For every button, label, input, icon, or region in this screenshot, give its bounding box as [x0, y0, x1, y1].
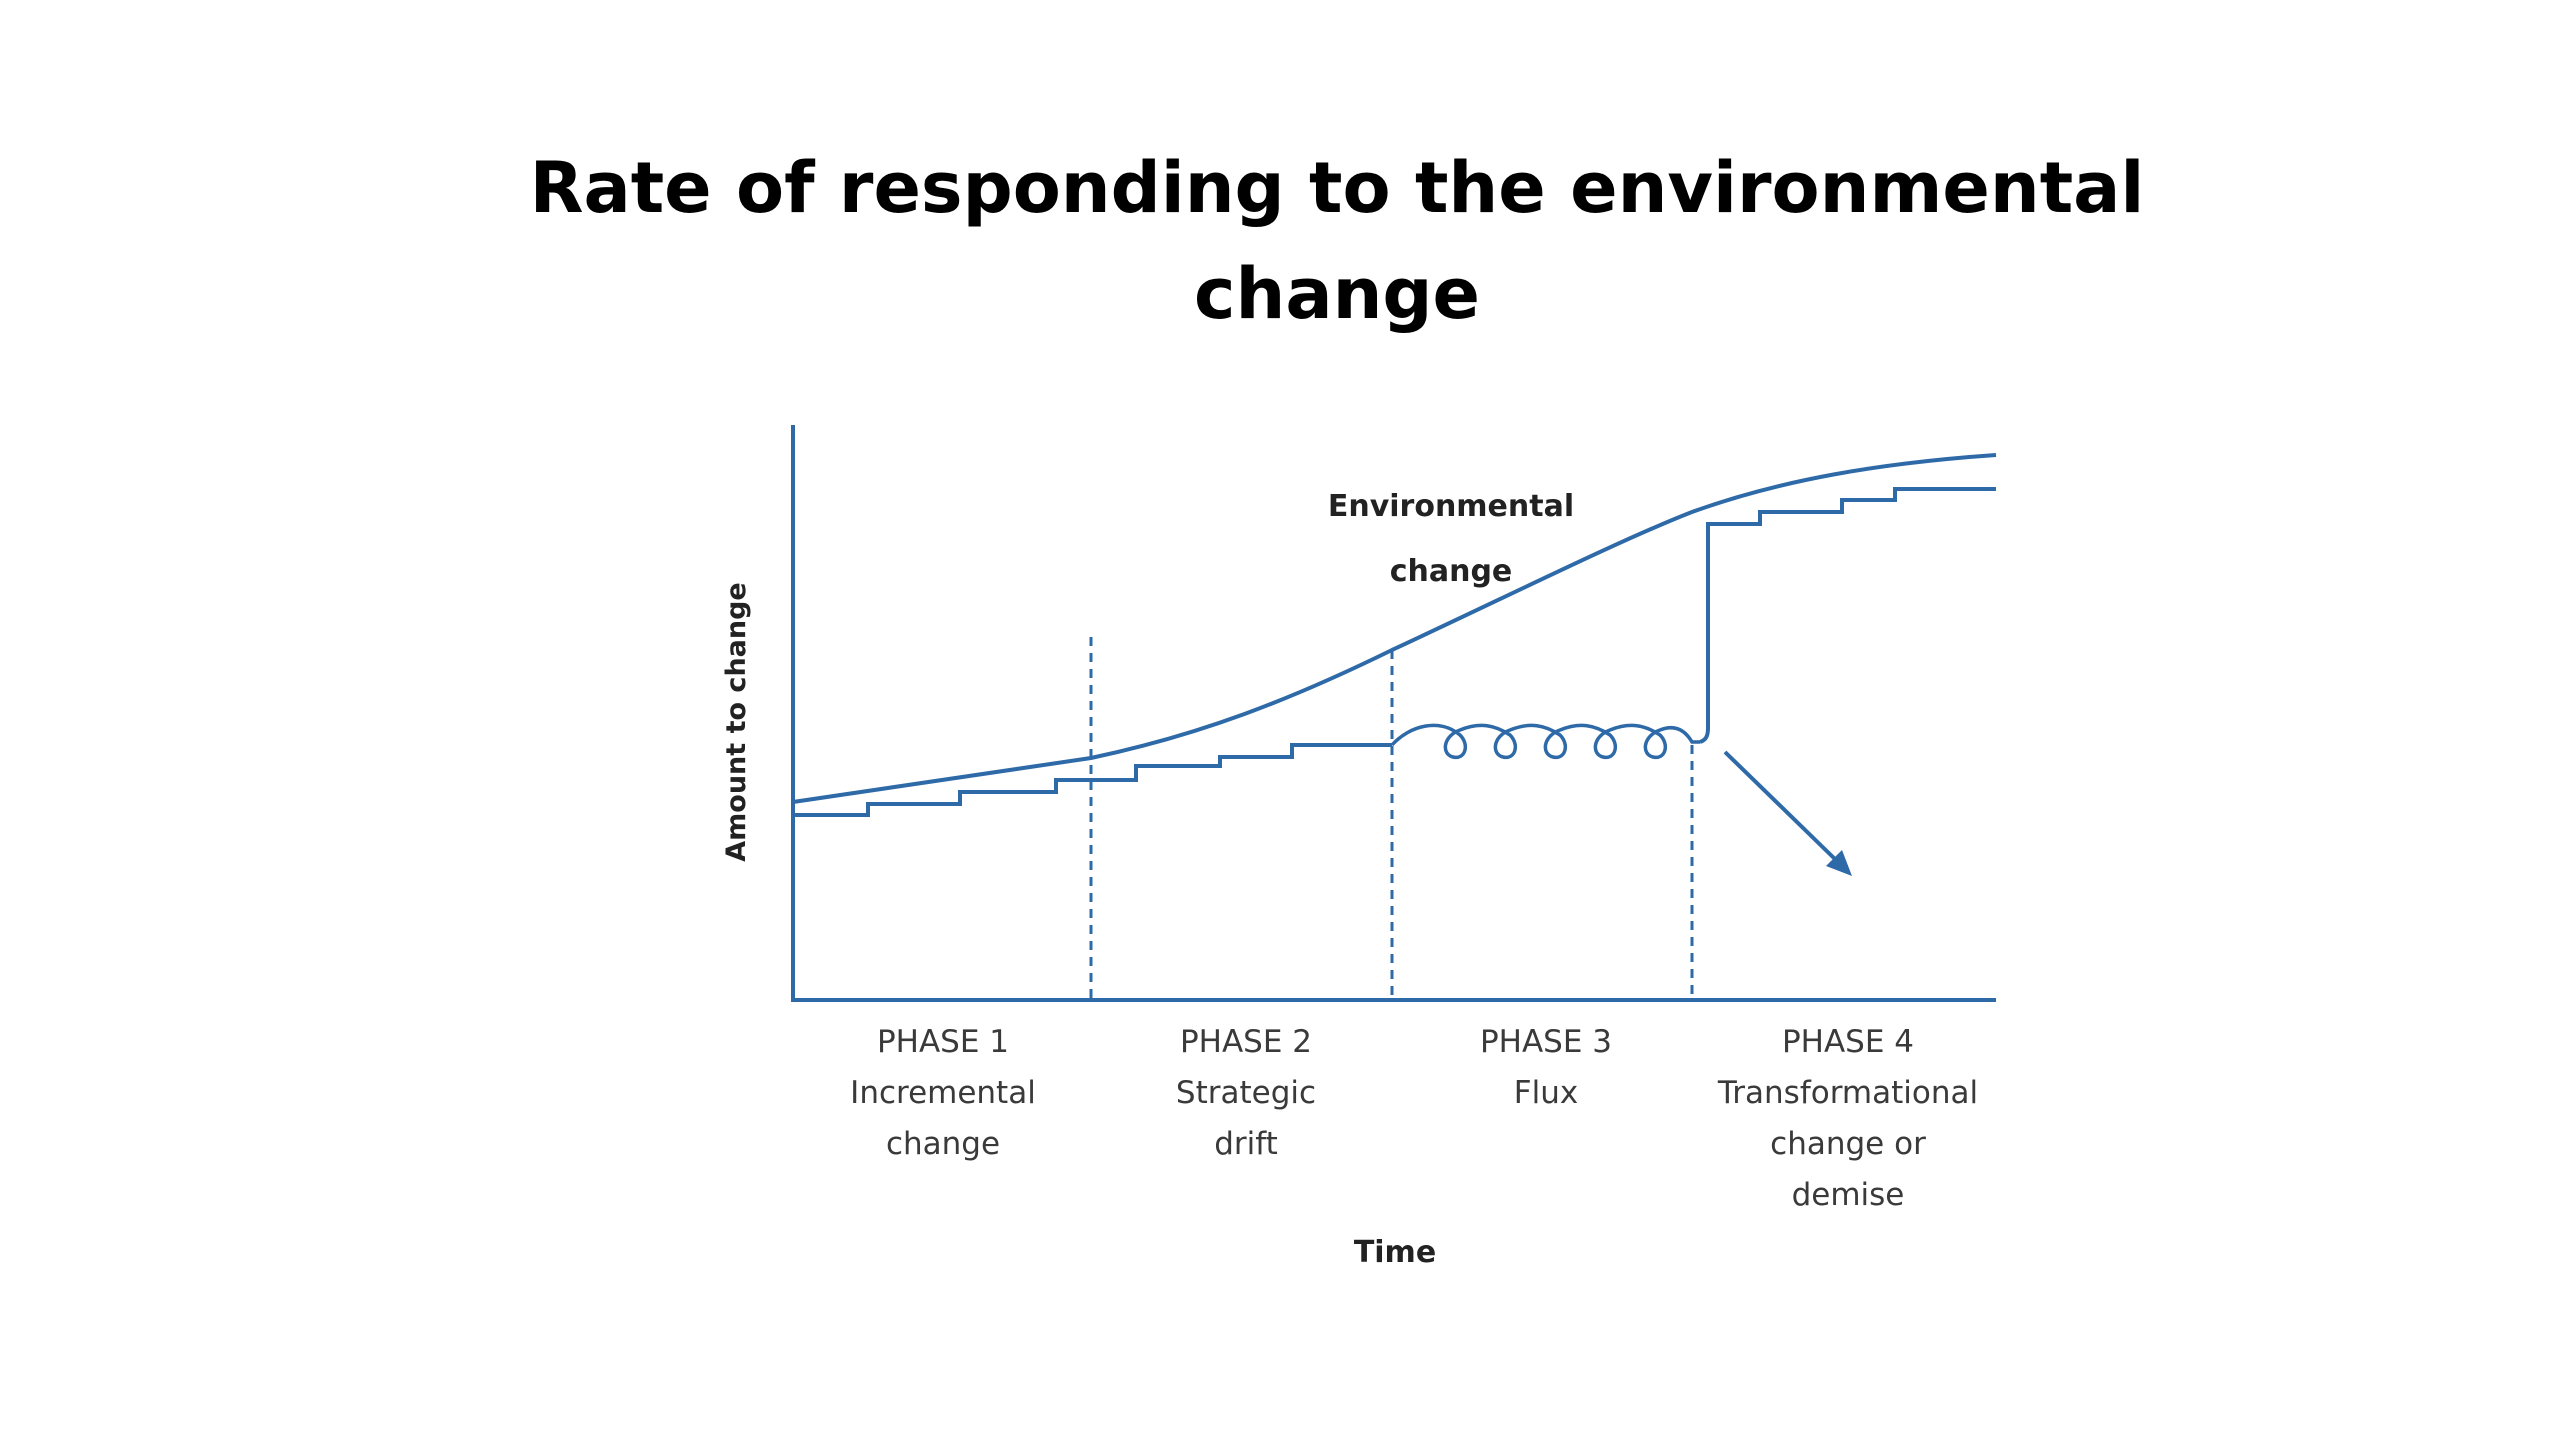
curve-label-line-1: Environmental: [1328, 489, 1574, 524]
slide-title: Rate of responding to the environmental …: [0, 135, 2560, 347]
phase-4-desc-2: change or: [1770, 1126, 1926, 1162]
phase-1-desc-2: change: [886, 1126, 1000, 1162]
phase-3-desc-1: Flux: [1514, 1075, 1578, 1111]
flux-loops: [1390, 723, 1700, 760]
demise-arrow-head: [1826, 850, 1852, 876]
phase-4-desc-3: demise: [1792, 1177, 1905, 1213]
curve-label-line-2: change: [1390, 554, 1513, 589]
phase-2-desc-2: drift: [1214, 1126, 1278, 1162]
strategy-response-line: [793, 743, 1392, 817]
phase-1-desc-1: Incremental: [850, 1075, 1036, 1111]
environmental-change-curve: [792, 453, 1997, 804]
phase-2-name: PHASE 2: [1180, 1024, 1312, 1060]
y-axis-label: Amount to change: [721, 582, 752, 862]
phase-2-desc-1: Strategic: [1176, 1075, 1316, 1111]
phase-4-desc-1: Transformational: [1717, 1075, 1978, 1111]
transformational-change-line: [1699, 487, 1996, 744]
phase-1-name: PHASE 1: [877, 1024, 1009, 1060]
phase-4-name: PHASE 4: [1782, 1024, 1914, 1060]
phase-3-name: PHASE 3: [1480, 1024, 1612, 1060]
title-line-1: Rate of responding to the environmental: [529, 147, 2145, 229]
x-axis-label: Time: [1354, 1235, 1436, 1270]
title-line-2: change: [1194, 253, 1480, 335]
demise-arrow-line: [1723, 750, 1840, 864]
